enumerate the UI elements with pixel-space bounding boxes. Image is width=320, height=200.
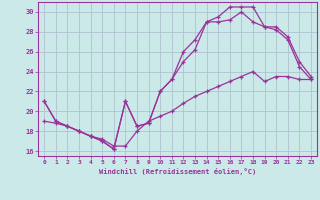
X-axis label: Windchill (Refroidissement éolien,°C): Windchill (Refroidissement éolien,°C) bbox=[99, 168, 256, 175]
